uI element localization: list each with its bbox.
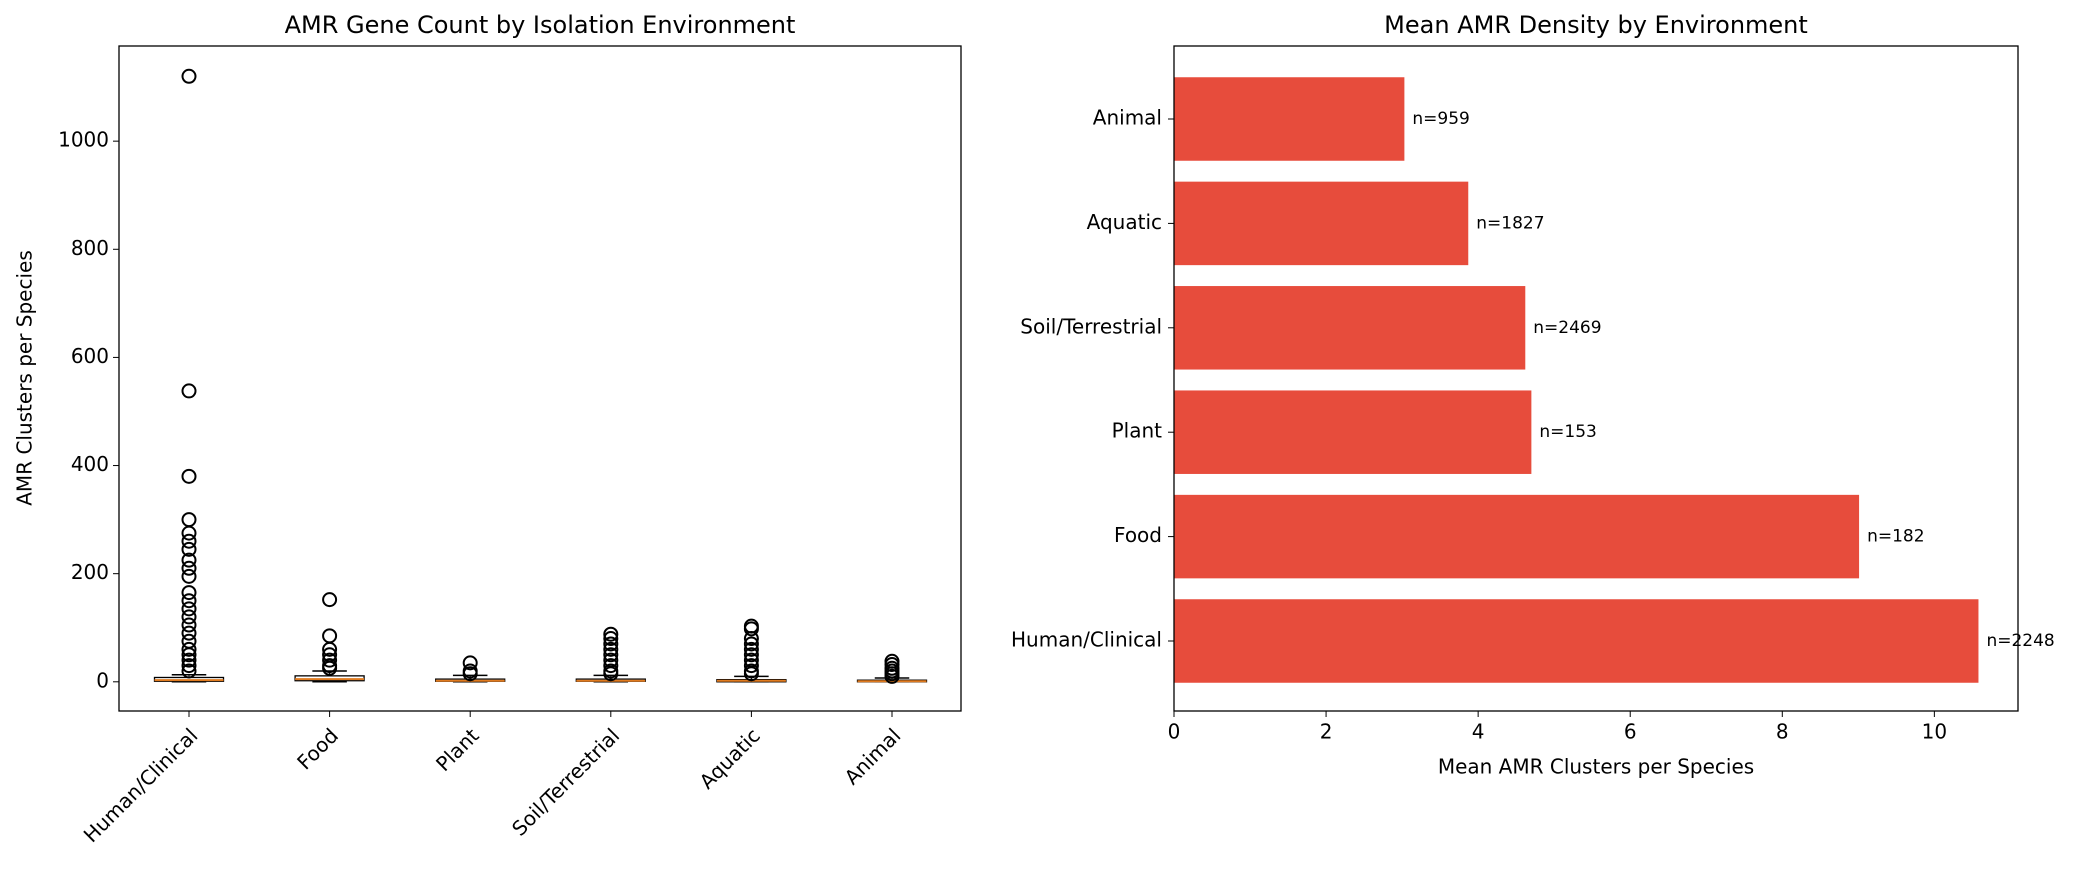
outlier xyxy=(603,641,619,657)
outlier xyxy=(603,666,619,682)
x-axis-label: Mean AMR Clusters per Species xyxy=(1438,755,1754,779)
bar-annotation: n=2248 xyxy=(1986,631,2054,651)
outlier xyxy=(181,658,197,674)
outlier xyxy=(743,631,759,647)
plot-frame xyxy=(118,45,962,712)
y-tick-label: Soil/Terrestrial xyxy=(1020,314,1162,338)
outlier xyxy=(181,533,197,549)
outlier xyxy=(181,601,197,617)
x-tick-label: 8 xyxy=(1776,720,1789,744)
outlier xyxy=(181,617,197,633)
y-tick-label: Plant xyxy=(1112,419,1163,443)
x-tick-label: 6 xyxy=(1624,720,1637,744)
y-tick-label: Animal xyxy=(1093,106,1162,130)
outlier xyxy=(743,647,759,663)
bar-annotation: n=182 xyxy=(1867,527,1924,547)
outlier xyxy=(181,647,197,663)
outlier xyxy=(322,641,338,657)
outlier xyxy=(743,641,759,657)
y-tick-label: Food xyxy=(1114,523,1162,547)
outlier xyxy=(743,636,759,652)
x-tick-label: 4 xyxy=(1472,720,1485,744)
outlier xyxy=(743,666,759,682)
y-tick-label: 200 xyxy=(71,560,109,584)
y-tick-label: Aquatic xyxy=(1087,210,1162,234)
outlier xyxy=(603,626,619,642)
chart-title: Mean AMR Density by Environment xyxy=(1384,11,1808,39)
x-tick-label: 10 xyxy=(1922,720,1947,744)
outlier xyxy=(181,663,197,679)
bar xyxy=(1174,77,1405,161)
bar xyxy=(1174,286,1526,370)
outlier xyxy=(462,655,478,671)
bar xyxy=(1174,494,1860,579)
outlier xyxy=(181,609,197,625)
y-tick-label: 0 xyxy=(96,668,109,692)
x-tick-label: 0 xyxy=(1168,720,1181,744)
outlier xyxy=(884,668,900,684)
y-tick-label: 800 xyxy=(71,236,109,260)
outlier xyxy=(181,652,197,668)
outlier xyxy=(603,658,619,674)
bar xyxy=(1174,390,1532,474)
outlier xyxy=(603,631,619,647)
x-tick-label: 2 xyxy=(1320,720,1333,744)
outlier xyxy=(181,541,197,557)
outlier xyxy=(181,68,197,84)
outlier xyxy=(181,552,197,568)
outlier xyxy=(322,652,338,668)
outlier xyxy=(743,658,759,674)
outlier xyxy=(181,560,197,576)
outlier xyxy=(603,647,619,663)
bar-annotation: n=153 xyxy=(1539,422,1596,442)
outlier xyxy=(181,568,197,584)
bar-annotation: n=1827 xyxy=(1476,213,1544,233)
outlier xyxy=(603,636,619,652)
bar-annotation: n=2469 xyxy=(1533,318,1601,338)
outlier xyxy=(884,657,900,673)
outlier xyxy=(322,660,338,676)
outlier xyxy=(462,666,478,682)
outlier xyxy=(743,621,759,637)
y-tick-label: 1000 xyxy=(58,128,109,152)
chart-title: AMR Gene Count by Isolation Environment xyxy=(285,11,796,39)
outlier xyxy=(181,525,197,541)
outlier xyxy=(181,593,197,609)
y-tick-label: Human/Clinical xyxy=(1011,628,1162,652)
plot-frame xyxy=(1173,45,2019,712)
outlier xyxy=(181,585,197,601)
outlier xyxy=(181,625,197,641)
bar xyxy=(1174,181,1469,266)
outlier xyxy=(181,383,197,399)
outlier xyxy=(322,592,338,608)
bar-annotation: n=959 xyxy=(1412,109,1469,129)
y-tick-label: 600 xyxy=(71,344,109,368)
bar xyxy=(1174,599,1979,683)
y-tick-label: 400 xyxy=(71,452,109,476)
y-axis-label: AMR Clusters per Species xyxy=(13,250,37,506)
outlier xyxy=(181,641,197,657)
outlier xyxy=(181,468,197,484)
